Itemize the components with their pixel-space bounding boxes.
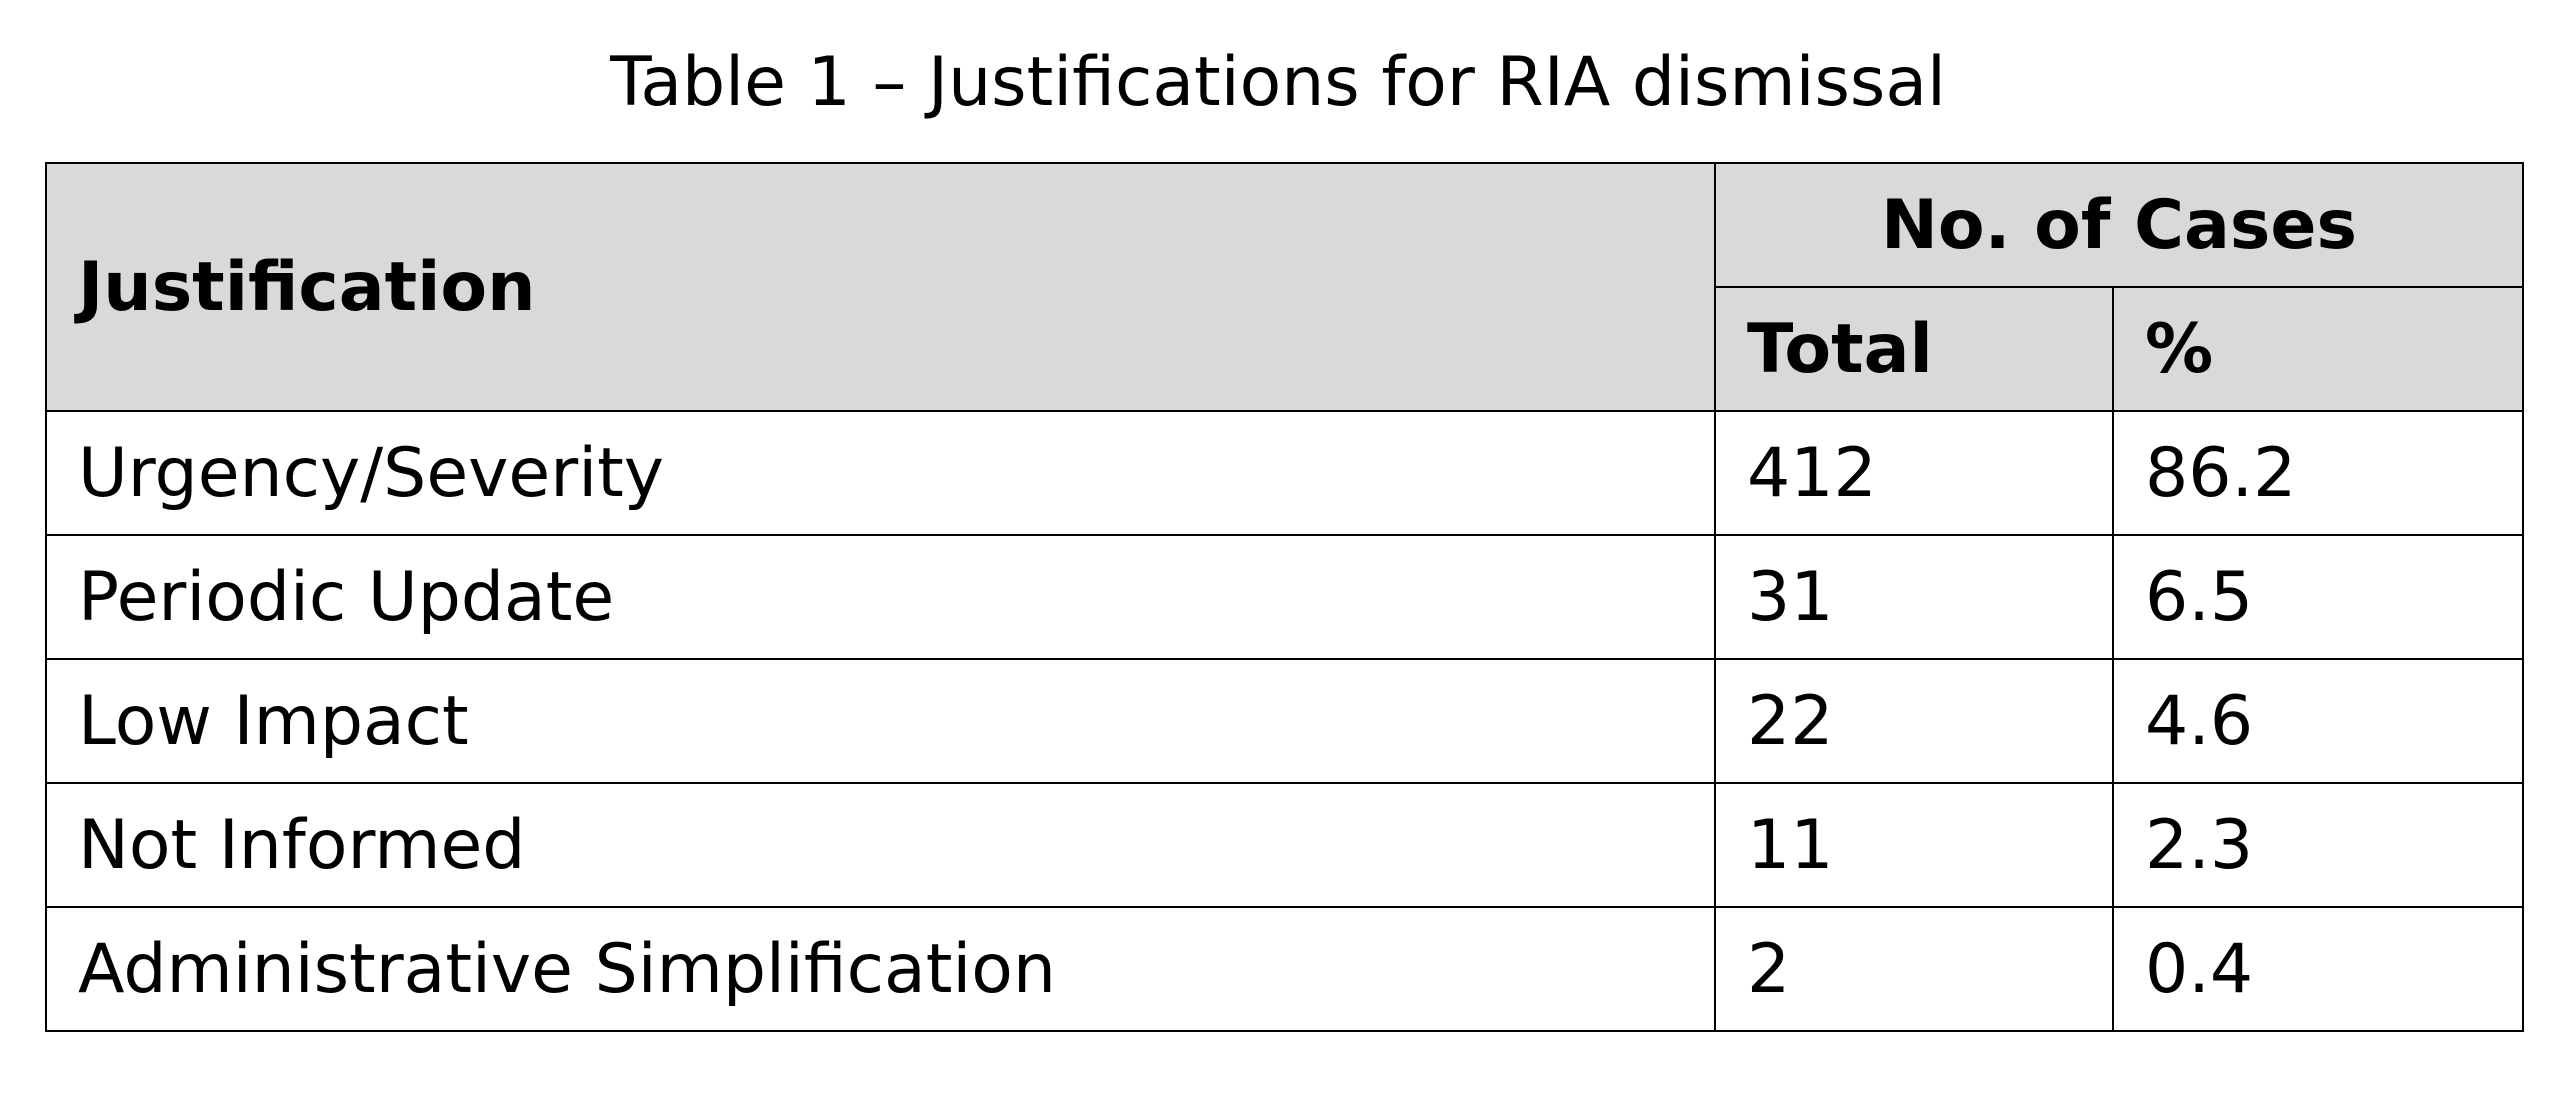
cell-total: 2 xyxy=(1714,906,2114,1032)
cell-total: 412 xyxy=(1714,410,2114,536)
cell-percent: 86.2 xyxy=(2112,410,2524,536)
cell-justification: Not Informed xyxy=(45,782,1716,908)
cell-total: 31 xyxy=(1714,534,2114,660)
table-body: Urgency/Severity 412 86.2 Periodic Updat… xyxy=(45,410,2524,1032)
table-row: Administrative Simplification 2 0.4 xyxy=(45,906,2524,1032)
header-row-bottom: Total % xyxy=(46,286,2524,412)
table-row: Low Impact 22 4.6 xyxy=(45,658,2524,784)
cell-justification: Low Impact xyxy=(45,658,1716,784)
cell-justification: Administrative Simplification xyxy=(45,906,1716,1032)
cell-total: 22 xyxy=(1714,658,2114,784)
header-no-of-cases: No. of Cases xyxy=(1714,162,2524,288)
table-caption: Table 1 – Justifications for RIA dismiss… xyxy=(610,43,1946,122)
header-justification: Justification xyxy=(45,162,1716,412)
justifications-table: Justification No. of Cases Total % Urgen… xyxy=(45,162,2524,1032)
cell-percent: 2.3 xyxy=(2112,782,2524,908)
cell-percent: 0.4 xyxy=(2112,906,2524,1032)
header-percent: % xyxy=(2112,286,2524,412)
table-row: Urgency/Severity 412 86.2 xyxy=(45,410,2524,536)
cell-total: 11 xyxy=(1714,782,2114,908)
cell-percent: 6.5 xyxy=(2112,534,2524,660)
header-row-top: Justification No. of Cases xyxy=(45,162,2524,412)
table-row: Periodic Update 31 6.5 xyxy=(45,534,2524,660)
table-row: Not Informed 11 2.3 xyxy=(45,782,2524,908)
cell-justification: Urgency/Severity xyxy=(45,410,1716,536)
header-total: Total xyxy=(1714,286,2114,412)
cell-justification: Periodic Update xyxy=(45,534,1716,660)
table-header: Justification No. of Cases Total % xyxy=(45,162,2524,412)
cell-percent: 4.6 xyxy=(2112,658,2524,784)
